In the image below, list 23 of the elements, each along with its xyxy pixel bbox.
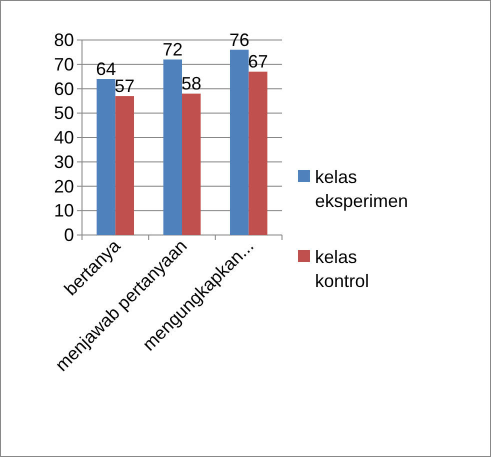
y-tick-label: 50 <box>54 103 74 124</box>
y-tick-label: 10 <box>54 200 74 221</box>
data-label: 67 <box>248 52 268 72</box>
bar <box>230 50 249 235</box>
y-tick-label: 0 <box>64 225 74 245</box>
y-tick-label: 40 <box>54 128 74 148</box>
data-label: 76 <box>229 30 250 50</box>
legend-label: kelas kontrol <box>315 247 370 291</box>
y-tick-label: 30 <box>54 152 74 172</box>
y-tick-label: 70 <box>54 54 74 74</box>
y-tick-label: 80 <box>54 30 74 50</box>
bar <box>248 72 268 235</box>
data-label: 57 <box>114 76 135 96</box>
data-label: 72 <box>162 40 183 60</box>
data-label: 58 <box>181 74 202 94</box>
bar <box>96 79 116 235</box>
legend-label: kelas eksperimen <box>315 167 408 211</box>
y-tick-label: 60 <box>54 78 74 99</box>
data-label: 64 <box>96 59 116 79</box>
bar <box>115 96 134 235</box>
bar <box>182 94 201 235</box>
bar <box>163 60 182 235</box>
y-tick-label: 20 <box>54 176 74 196</box>
